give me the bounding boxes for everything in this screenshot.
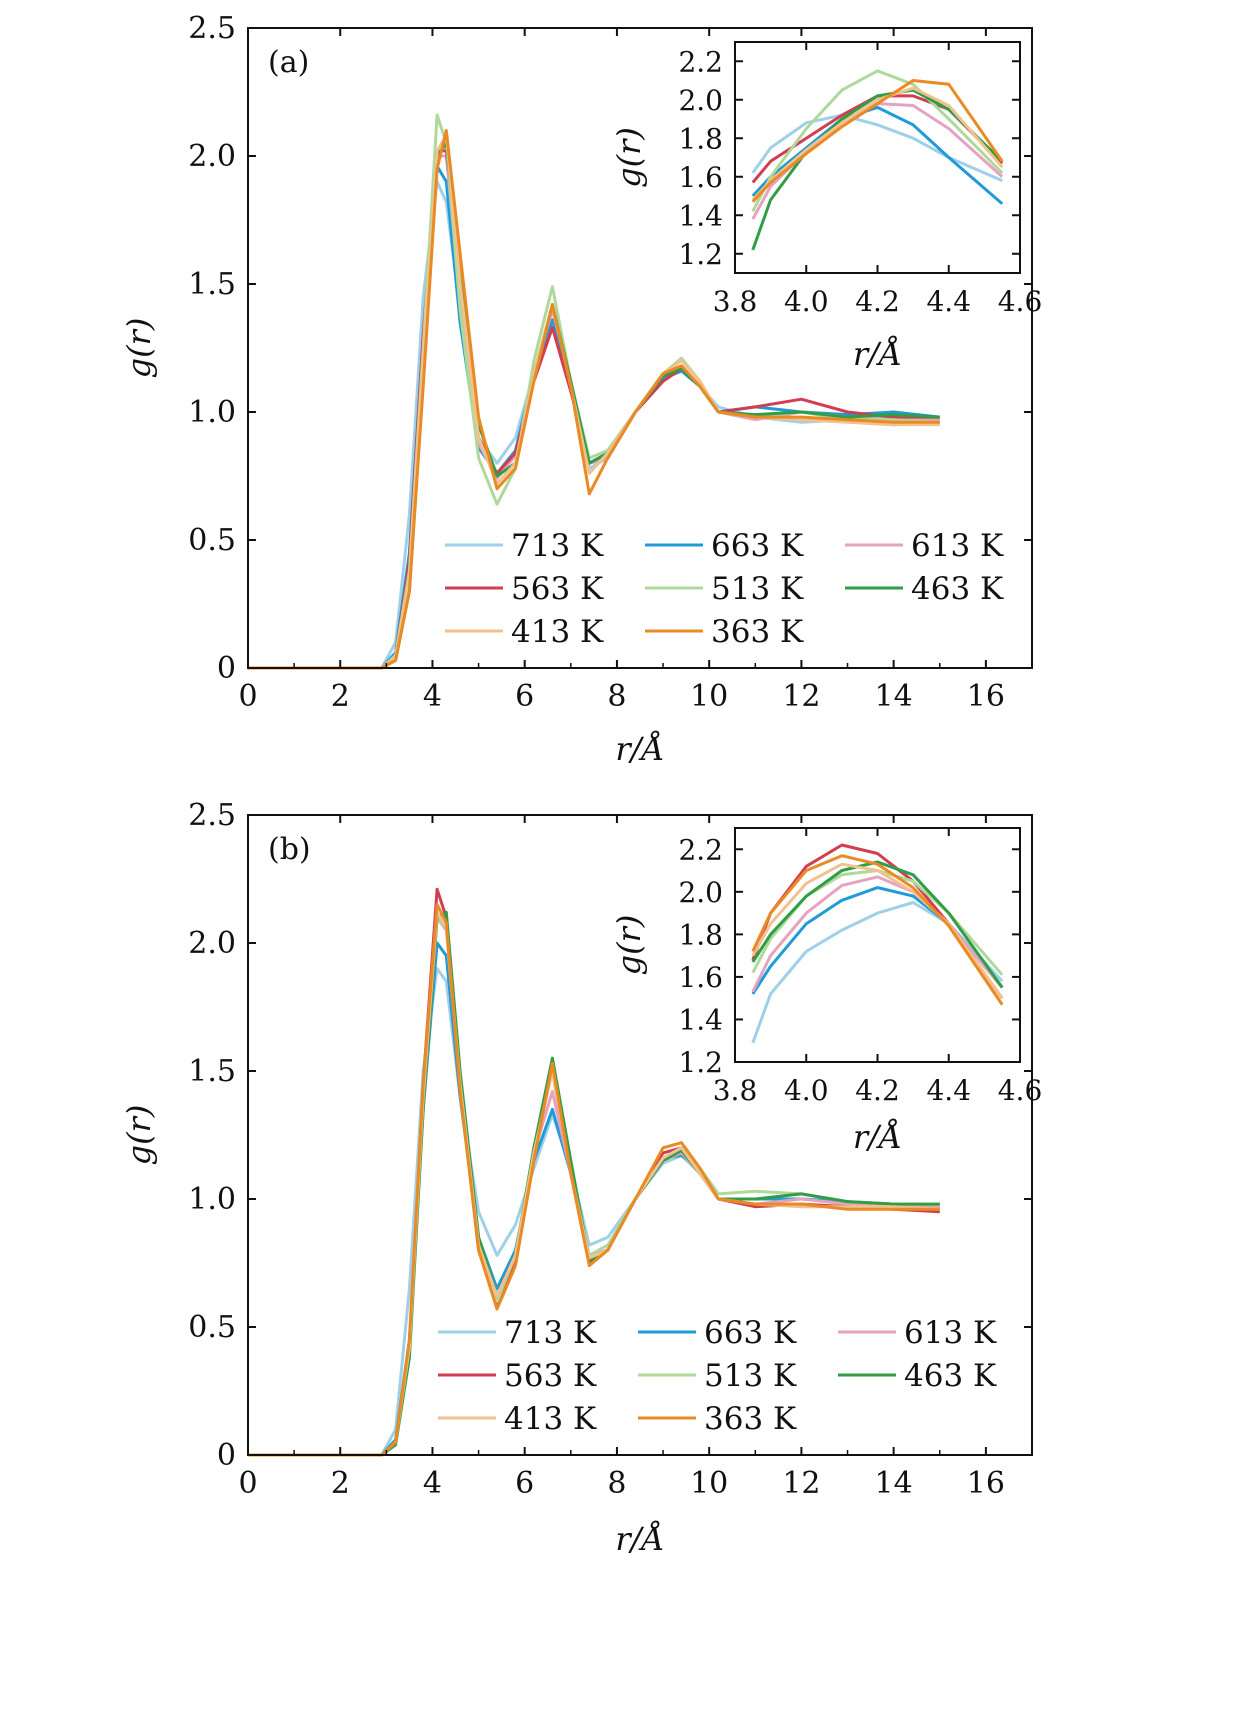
x-tick-label: 2 xyxy=(331,679,350,714)
series-line-363-k xyxy=(751,854,1004,1006)
y-tick-label: 2.0 xyxy=(188,139,236,174)
legend-label-413-k: 413 K xyxy=(511,614,604,650)
x-tick-label: 6 xyxy=(515,679,534,714)
y-tick-label: 1.5 xyxy=(188,267,236,302)
x-tick-label: 0 xyxy=(238,679,257,714)
x-tick-label: 10 xyxy=(690,679,728,714)
panel-label: (a) xyxy=(268,45,309,80)
y-tick-label: 1.6 xyxy=(678,961,723,994)
y-tick-label: 0.5 xyxy=(188,523,236,558)
y-tick-label: 1.8 xyxy=(678,122,723,155)
y-tick-label: 1.0 xyxy=(188,395,236,430)
x-tick-label: 16 xyxy=(967,1466,1005,1501)
inset-chart-3: 3.8 4.0 4.2 4.4 4.6 1.2 1.4 1.6 1.8 2.0 2.2 g(r) r/Å xyxy=(610,827,1043,1156)
x-tick-label: 2 xyxy=(331,1466,350,1501)
y-axis-label: g(r) xyxy=(120,318,158,379)
x-tick-label: 8 xyxy=(607,679,626,714)
y-tick-label: 1.2 xyxy=(678,1046,723,1079)
plot-area xyxy=(735,42,1020,273)
x-tick-label: 4.0 xyxy=(784,1074,829,1107)
plot-frame xyxy=(247,814,1033,1456)
y-tick-label: 2.5 xyxy=(188,798,236,833)
legend: 713 K 663 K 613 K 563 K 513 K 463 K 413 K 363 K xyxy=(438,1315,997,1437)
x-tick-label: 4.2 xyxy=(855,285,900,318)
x-tick-label: 0 xyxy=(238,1466,257,1501)
legend-label-463-k: 463 K xyxy=(911,571,1004,607)
y-tick-label: 1.2 xyxy=(678,238,723,271)
y-tick-label: 2.0 xyxy=(188,926,236,961)
legend-label-613-k: 613 K xyxy=(911,528,1004,564)
y-tick-label: 0 xyxy=(217,651,236,686)
y-axis-label: g(r) xyxy=(610,915,648,976)
y-axis-label: g(r) xyxy=(610,127,648,188)
x-tick-label: 4.4 xyxy=(926,285,971,318)
y-tick-label: 2.2 xyxy=(678,45,723,78)
x-tick-label: 4.0 xyxy=(784,285,829,318)
y-tick-label: 1.5 xyxy=(188,1054,236,1089)
x-tick-label: 12 xyxy=(782,679,820,714)
y-tick-label: 1.0 xyxy=(188,1182,236,1217)
x-tick-label: 3.8 xyxy=(713,1074,758,1107)
x-tick-label: 4.2 xyxy=(855,1074,900,1107)
panel-label: (b) xyxy=(268,832,311,867)
series-line-463-k xyxy=(751,88,1004,251)
legend-label-363-k: 363 K xyxy=(704,1401,797,1437)
series-line-413-k xyxy=(751,86,1004,201)
x-tick-label: 12 xyxy=(782,1466,820,1501)
series-line-363-k xyxy=(751,79,1004,203)
x-tick-label: 4.6 xyxy=(998,285,1043,318)
x-axis-label: r/Å xyxy=(615,730,664,768)
legend-label-713-k: 713 K xyxy=(504,1315,597,1351)
legend-label-363-k: 363 K xyxy=(711,614,804,650)
legend-label-563-k: 563 K xyxy=(504,1358,597,1394)
y-tick-label: 1.4 xyxy=(678,1003,723,1036)
x-tick-label: 14 xyxy=(875,679,913,714)
x-tick-label: 4.4 xyxy=(926,1074,971,1107)
series-line-363-k xyxy=(248,128,940,670)
x-axis-label: r/Å xyxy=(853,335,902,373)
x-tick-label: 4 xyxy=(423,1466,442,1501)
series-line-363-k xyxy=(248,903,940,1457)
x-tick-label: 3.8 xyxy=(713,285,758,318)
y-tick-label: 1.8 xyxy=(678,918,723,951)
series-line-513-k xyxy=(751,69,1004,213)
x-axis-label: r/Å xyxy=(853,1118,902,1156)
x-tick-label: 4.6 xyxy=(998,1074,1043,1107)
series-line-613-k xyxy=(751,102,1004,220)
y-tick-label: 0 xyxy=(217,1438,236,1473)
legend-label-413-k: 413 K xyxy=(504,1401,597,1437)
y-tick-label: 0.5 xyxy=(188,1310,236,1345)
x-tick-label: 6 xyxy=(515,1466,534,1501)
legend-label-463-k: 463 K xyxy=(904,1358,997,1394)
x-tick-label: 4 xyxy=(423,679,442,714)
y-tick-label: 2.2 xyxy=(678,833,723,866)
x-axis-label: r/Å xyxy=(615,1520,664,1558)
legend-label-563-k: 563 K xyxy=(511,571,604,607)
y-tick-label: 2.0 xyxy=(678,876,723,909)
legend-label-713-k: 713 K xyxy=(511,528,604,564)
legend-label-663-k: 663 K xyxy=(704,1315,797,1351)
inset-chart-1: 3.8 4.0 4.2 4.4 4.6 1.2 1.4 1.6 1.8 2.0 2.2 g(r) r/Å xyxy=(610,41,1043,373)
x-tick-label: 14 xyxy=(875,1466,913,1501)
x-tick-label: 8 xyxy=(607,1466,626,1501)
plot-frame xyxy=(247,27,1033,669)
y-tick-label: 1.6 xyxy=(678,161,723,194)
y-axis-label: g(r) xyxy=(120,1105,158,1166)
y-tick-label: 1.4 xyxy=(678,199,723,232)
legend-label-513-k: 513 K xyxy=(704,1358,797,1394)
legend-label-663-k: 663 K xyxy=(711,528,804,564)
legend-label-613-k: 613 K xyxy=(904,1315,997,1351)
legend: 713 K 663 K 613 K 563 K 513 K 463 K 413 K 363 K xyxy=(445,528,1004,650)
x-tick-label: 16 xyxy=(967,679,1005,714)
y-tick-label: 2.5 xyxy=(188,11,236,46)
legend-label-513-k: 513 K xyxy=(711,571,804,607)
x-tick-label: 10 xyxy=(690,1466,728,1501)
y-tick-label: 2.0 xyxy=(678,84,723,117)
series-line-713-k xyxy=(751,113,1003,182)
